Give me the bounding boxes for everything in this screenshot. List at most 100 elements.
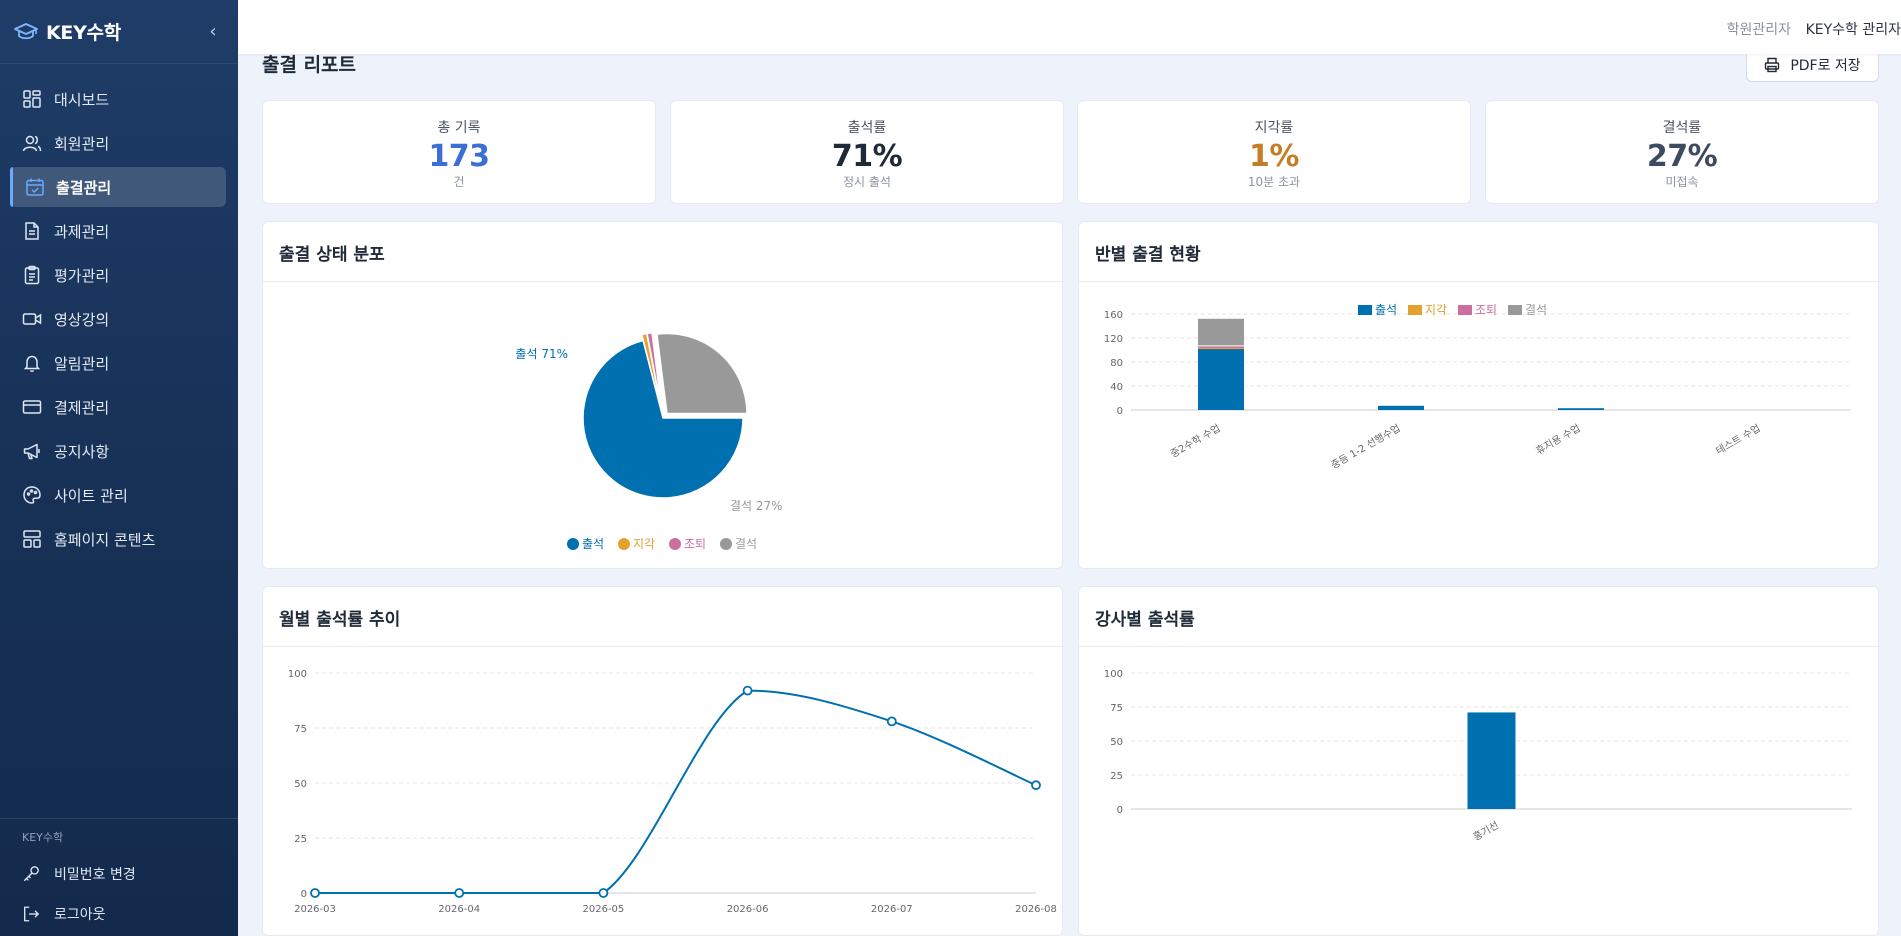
sidebar-item-video-lectures[interactable]: 영상강의 xyxy=(10,299,226,339)
stat-sub: 건 xyxy=(453,175,465,189)
megaphone-icon xyxy=(23,443,40,460)
credit-card-icon xyxy=(22,400,42,414)
sidebar-item-homepage-content[interactable]: 홈페이지 콘텐츠 xyxy=(10,519,226,559)
bar-출석-중2수학 수업 xyxy=(1198,348,1244,410)
sidebar-item-label: 홈페이지 콘텐츠 xyxy=(54,530,156,549)
panel-title: 반별 출결 현황 xyxy=(1095,245,1201,265)
y-tick-label: 100 xyxy=(288,669,307,680)
stat-label: 결석률 xyxy=(1662,120,1702,136)
sidebar: KEY수학 ‹ 대시보드 회원관리 출결관리 과제관리 평가관리 영상강의 xyxy=(0,0,238,936)
stat-card-total: 총 기록 173 건 xyxy=(262,100,656,204)
stat-sub: 10분 초과 xyxy=(1247,175,1301,189)
save-pdf-label: PDF로 저장 xyxy=(1790,58,1861,74)
data-point xyxy=(454,888,465,898)
stat-sub: 정시 출석 xyxy=(843,175,891,189)
sidebar-item-notices[interactable]: 공지사항 xyxy=(10,431,226,471)
stat-card-attendance-rate: 출석률 71% 정시 출석 xyxy=(670,100,1064,204)
change-password-button[interactable]: 비밀번호 변경 xyxy=(22,863,136,885)
y-tick-label: 75 xyxy=(294,724,307,735)
y-tick-label: 120 xyxy=(1104,334,1123,345)
y-tick-label: 0 xyxy=(1117,406,1123,417)
brand-name: KEY수학 xyxy=(46,22,121,44)
sidebar-item-members[interactable]: 회원관리 xyxy=(10,123,226,163)
x-tick-label: 2026-08 xyxy=(1015,904,1057,915)
monthly-trend-panel: 월별 출석률 추이 0 25 50 75 100 2026-03 2026-04 2026-0… xyxy=(262,586,1063,936)
divider xyxy=(263,646,1062,647)
printer-icon xyxy=(1765,57,1780,73)
teacher-bar-chart: 0 25 50 75 100 홍기선 xyxy=(1104,669,1852,843)
bell-icon xyxy=(23,355,41,372)
bar-조퇴-중2수학 수업 xyxy=(1198,346,1244,348)
divider xyxy=(1079,646,1878,647)
stat-value: 27% xyxy=(1646,139,1718,174)
sidebar-item-label: 대시보드 xyxy=(54,90,110,109)
page-title: 출결 리포트 xyxy=(262,54,357,76)
calendar-check-icon xyxy=(26,178,44,196)
clipboard-icon xyxy=(24,265,40,285)
x-tick-label: 2026-05 xyxy=(583,904,625,915)
class-attendance-panel: 반별 출결 현황 0 40 80 120 160 중2수학 수업 중등 1-2 선행수업 휴지… xyxy=(1078,221,1879,569)
x-tick-label: 테스트 수업 xyxy=(1713,421,1762,457)
x-tick-label: 휴지용 수업 xyxy=(1533,421,1582,457)
data-point xyxy=(598,888,609,898)
sidebar-item-assignments[interactable]: 과제관리 xyxy=(10,211,226,251)
legend-label-지각: 지각 xyxy=(633,537,655,551)
sidebar-item-notifications[interactable]: 알림관리 xyxy=(10,343,226,383)
sidebar-item-site-settings[interactable]: 사이트 관리 xyxy=(10,475,226,515)
stat-value: 71% xyxy=(831,139,903,174)
pie-label-absent: 결석 27% xyxy=(730,499,783,513)
panel-title: 강사별 출석률 xyxy=(1095,610,1195,630)
sidebar-item-label: 회원관리 xyxy=(54,134,110,153)
bar-출석-휴지용 수업 xyxy=(1558,408,1604,410)
stat-value: 173 xyxy=(428,139,490,174)
bar-지각-중2수학 수업 xyxy=(1198,347,1244,350)
key-icon xyxy=(23,866,39,882)
chevron-left-icon[interactable]: ‹ xyxy=(209,21,217,42)
y-tick-label: 100 xyxy=(1104,669,1123,680)
pie-slice-결석 xyxy=(656,332,748,415)
brand[interactable]: KEY수학 xyxy=(0,0,238,64)
stat-sub: 미접속 xyxy=(1665,175,1699,189)
sidebar-item-attendance[interactable]: 출결관리 xyxy=(10,167,226,207)
legend-swatch-결석 xyxy=(720,538,732,550)
user-role: 학원관리자 xyxy=(1726,22,1791,38)
logout-button[interactable]: 로그아웃 xyxy=(22,903,106,925)
x-tick-label: 2026-07 xyxy=(871,904,913,915)
legend-label-출석: 출석 xyxy=(582,537,604,551)
sidebar-item-label: 영상강의 xyxy=(54,310,110,329)
dashboard-icon xyxy=(23,90,41,108)
sidebar-item-dashboard[interactable]: 대시보드 xyxy=(10,79,226,119)
stat-label: 총 기록 xyxy=(437,120,481,136)
x-tick-label: 2026-06 xyxy=(727,904,769,915)
legend-label-결석: 결석 xyxy=(1525,303,1547,317)
sidebar-item-payments[interactable]: 결제관리 xyxy=(10,387,226,427)
y-tick-label: 40 xyxy=(1110,382,1123,393)
sidebar-item-evaluation[interactable]: 평가관리 xyxy=(10,255,226,295)
y-tick-label: 50 xyxy=(294,779,307,790)
logout-label: 로그아웃 xyxy=(54,907,106,923)
legend-swatch-조퇴 xyxy=(669,538,681,550)
sidebar-item-label: 출결관리 xyxy=(56,178,112,197)
sidebar-item-label: 사이트 관리 xyxy=(54,486,128,505)
x-tick-label: 중2수학 수업 xyxy=(1168,421,1223,460)
logout-icon xyxy=(24,906,40,922)
video-icon xyxy=(22,313,42,325)
y-tick-label: 0 xyxy=(301,889,307,900)
sidebar-footer: KEY수학 비밀번호 변경 로그아웃 xyxy=(0,818,238,923)
footer-brand: KEY수학 xyxy=(22,831,64,844)
bar-결석-중2수학 수업 xyxy=(1198,318,1244,346)
status-distribution-panel: 출결 상태 분포 출석 71% 결석 27% 출석 지각 조퇴 결석 xyxy=(262,221,1063,569)
legend-swatch-지각 xyxy=(1408,305,1422,315)
legend-label-지각: 지각 xyxy=(1425,303,1447,317)
change-password-label: 비밀번호 변경 xyxy=(54,867,136,883)
user-menu[interactable]: KEY수학 관리자 xyxy=(1805,22,1901,38)
panel-title: 월별 출석률 추이 xyxy=(279,610,401,630)
y-tick-label: 50 xyxy=(1110,737,1123,748)
line-chart: 0 25 50 75 100 2026-03 2026-04 2026-05 2026-06 20… xyxy=(288,669,1057,915)
series-line xyxy=(314,689,1037,894)
file-text-icon xyxy=(25,222,39,240)
y-tick-label: 25 xyxy=(1110,771,1123,782)
x-tick-label: 중등 1-2 선행수업 xyxy=(1329,421,1403,471)
sidebar-item-label: 과제관리 xyxy=(54,222,110,241)
legend-label-결석: 결석 xyxy=(735,537,757,551)
